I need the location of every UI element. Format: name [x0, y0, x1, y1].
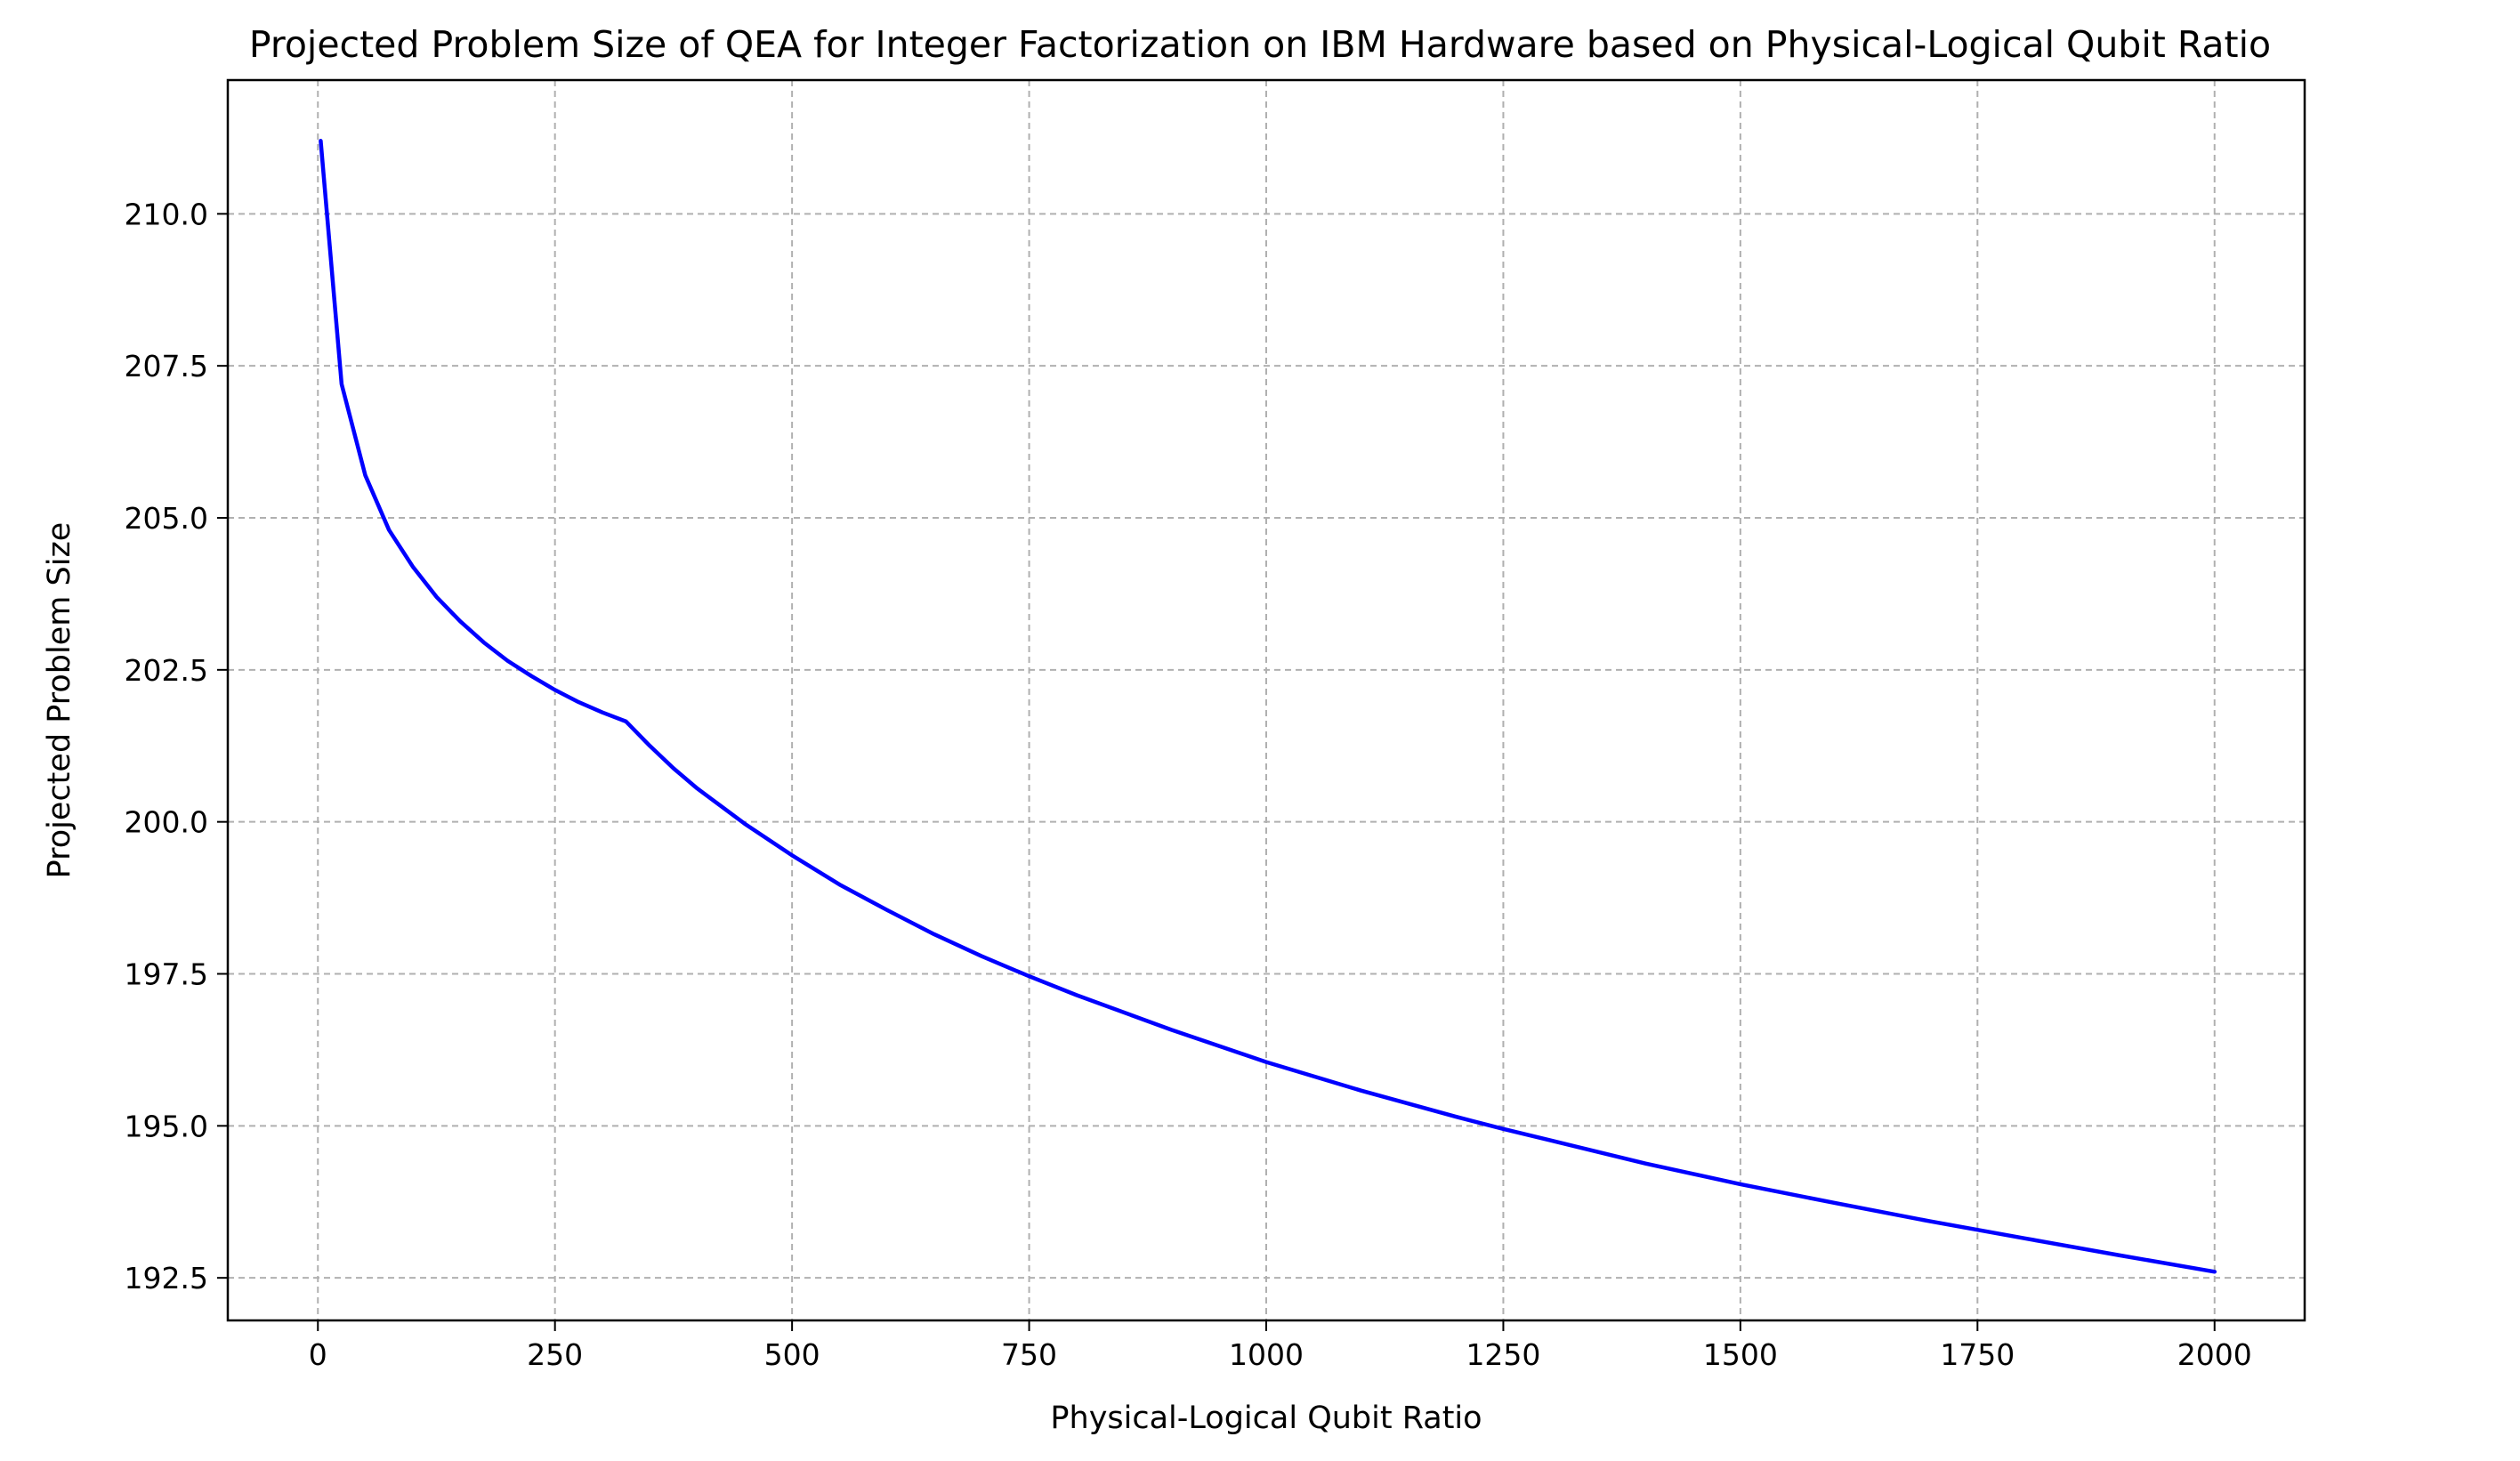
x-tick-label: 1500 [1703, 1337, 1778, 1372]
y-tick-label: 197.5 [125, 957, 208, 992]
y-tick-label: 205.0 [125, 501, 208, 536]
x-tick-label: 0 [309, 1337, 327, 1372]
y-axis-label: Projected Problem Size [42, 522, 77, 879]
y-tick-label: 207.5 [125, 349, 208, 383]
y-tick-label: 202.5 [125, 653, 208, 688]
x-axis-label: Physical-Logical Qubit Ratio [1050, 1400, 1482, 1436]
y-tick-label: 210.0 [125, 197, 208, 231]
x-tick-label: 1000 [1229, 1337, 1304, 1372]
y-tick-label: 192.5 [125, 1261, 208, 1296]
chart-title: Projected Problem Size of QEA for Intege… [249, 23, 2271, 66]
series-line [319, 139, 2217, 1274]
axis-ticks: 0 250 500 750 1000 1250 1500 1750 2000 192.5 195.0… [125, 197, 2252, 1372]
x-tick-label: 500 [764, 1337, 820, 1372]
x-tick-label: 250 [527, 1337, 583, 1372]
y-tick-label: 200.0 [125, 805, 208, 840]
grid [228, 80, 2305, 1320]
x-tick-label: 1750 [1940, 1337, 2015, 1372]
x-tick-label: 2000 [2177, 1337, 2252, 1372]
y-tick-label: 195.0 [125, 1109, 208, 1143]
x-tick-label: 750 [1001, 1337, 1057, 1372]
x-tick-label: 1250 [1466, 1337, 1540, 1372]
